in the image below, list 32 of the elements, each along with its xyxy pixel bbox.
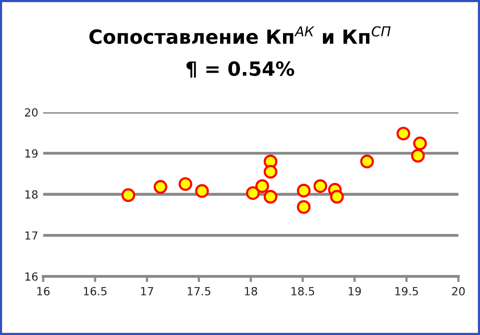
y-tick-label: 17	[25, 231, 38, 240]
point	[255, 179, 270, 193]
x-tick-label: 17.5	[188, 287, 210, 296]
x-tick-label: 18	[244, 286, 258, 296]
point	[121, 188, 136, 202]
point	[396, 126, 410, 140]
y-tick-label: 18	[25, 190, 38, 199]
x-tick-label: 17	[141, 287, 154, 296]
point	[313, 179, 328, 193]
point	[411, 148, 425, 163]
x-tick-label: 16	[37, 286, 50, 296]
chart-subtitle: ¶ = 0.54%	[186, 61, 294, 78]
y-tick-label: 20	[25, 108, 38, 117]
point	[178, 177, 192, 191]
x-tick-label: 18.5	[292, 286, 314, 296]
chart-title: Сопоставление Кп$^{АК}$ и Кп$^{СП}$	[89, 26, 391, 44]
point	[264, 164, 278, 179]
point	[413, 136, 427, 150]
x-tick-label: 20	[452, 286, 465, 296]
x-tick-label: 19.5	[395, 286, 418, 296]
point	[296, 184, 311, 198]
y-tick-label: 19	[25, 149, 38, 158]
point	[246, 186, 260, 200]
y-tick-label: 16	[25, 272, 38, 281]
point	[330, 190, 344, 204]
point	[360, 154, 374, 168]
point	[154, 180, 168, 194]
x-tick-label: 16.5	[84, 286, 106, 296]
x-tick-label: 19	[348, 286, 361, 296]
point	[296, 200, 311, 214]
point	[264, 190, 278, 204]
point	[195, 184, 209, 198]
